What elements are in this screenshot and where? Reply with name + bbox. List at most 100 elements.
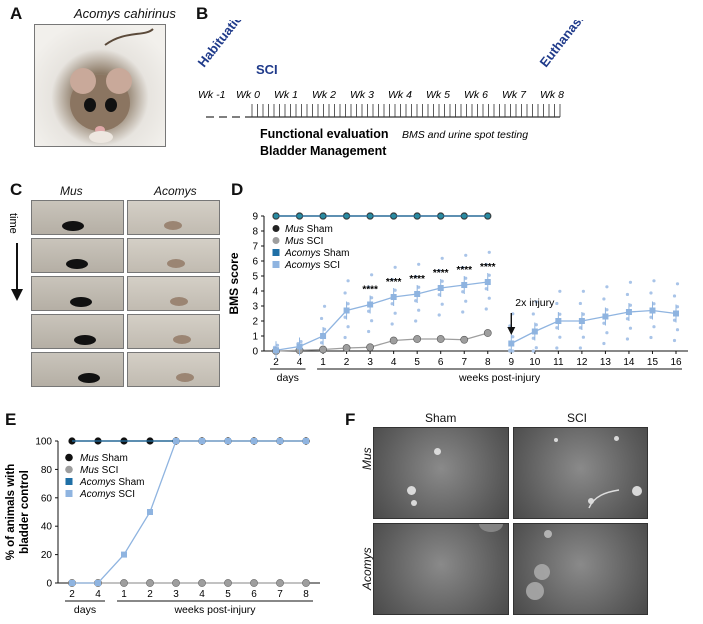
legend-entry: Mus Sham [285,224,333,235]
y-tick-label: 7 [252,242,258,253]
x-tick-label: 3 [367,357,373,368]
mus-animal [74,335,96,345]
time-label: time [7,213,19,234]
acomys-sci-point [147,509,153,515]
acomys-sci-point [296,343,303,350]
week-label: Wk 2 [312,89,336,101]
significance-marker: **** [386,277,402,288]
acomys-sci-point [251,438,257,444]
acomys-sci-point [437,285,444,291]
acomys-sci-dot [511,312,515,316]
weeks-label: weeks post-injury [458,372,541,384]
acomys-sci-dot [275,343,280,347]
y-tick-label: 8 [252,227,258,238]
acomys-sci-dot [578,346,582,350]
acomys-sci-point [273,347,279,354]
acomys-sci-point [461,282,468,288]
acomys-sci-point [303,438,309,444]
acomys-sci-dot [414,299,418,303]
acomys-sci-dot [299,339,303,344]
panel-a-label: A [10,4,23,23]
acomys-sci-dot [322,304,327,308]
y-tick-label: 100 [35,437,52,448]
acomys-animal [173,335,191,344]
acomys-sci-dot [461,265,465,270]
panel-a-title: Acomys cahirinus [74,6,176,21]
mus-sci-line [275,332,488,352]
acomys-sci-dot [649,315,653,319]
acomys-sham-point [320,213,326,219]
acomys-sci-dot [464,253,468,257]
injury-arrow-head [507,327,516,335]
col-sci-label: SCI [567,411,588,425]
acomys-sci-point [320,333,327,339]
legend-marker [65,490,73,497]
acomys-sci-dot [461,310,465,314]
mus-sci-point [276,579,284,587]
significance-marker: **** [480,262,496,273]
acomys-sci-line [275,281,488,351]
mus-animal [62,221,84,231]
acomys-sci-dot [343,315,347,319]
acomys-sci-dot [343,335,347,340]
acomys-frame [127,276,220,311]
acomys-sci-dot [484,262,488,267]
acomys-sci-dot [558,335,562,339]
acomys-sci-dot [581,335,585,339]
acomys-sci-dot [370,296,374,300]
acomys-sci-dot [602,297,606,301]
week-label: Wk 0 [236,89,260,101]
x-tick-label: 1 [320,357,326,368]
acomys-sci-dot [437,313,441,317]
acomys-animal [170,297,188,306]
acomys-sci-dot [649,335,653,340]
acomys-sci-dot [437,293,441,297]
mus-animal [78,373,100,383]
acomys-sci-point [390,294,397,300]
acomys-sci-dot [605,331,609,335]
acomys-sci-dot [511,349,515,353]
acomys-sci-dot [605,308,609,312]
acomys-sci-point [508,340,515,347]
legend-marker [272,225,280,232]
acomys-sci-dot [625,317,630,321]
mus-animal [70,297,92,307]
acomys-sci-line [72,440,306,584]
y-tick-label: 9 [252,212,258,223]
mus-frame [31,200,124,235]
acomys-sci-dot [414,319,418,323]
injury-annotation: 2x injury [515,297,555,309]
x-tick-label: 1 [121,589,127,600]
acomys-sci-point [625,309,632,315]
acomys-sci-dot [652,302,656,306]
acomys-sham-point [461,213,467,219]
acomys-sci-dot [487,273,491,277]
acomys-sci-point [649,307,656,314]
acomys-sci-point [343,307,350,314]
functional-eval-methods: BMS and urine spot testing [402,129,528,141]
acomys-sham-point [273,213,279,219]
acomys-sci-dot [370,273,374,277]
x-tick-label: 6 [438,357,444,368]
row-mus-label: Mus [360,447,374,470]
acomys-sham-point [414,213,420,219]
mus-sci-spot-image [513,427,648,519]
acomys-animal [176,373,194,382]
acomys-sci-dot [440,279,444,283]
mus-sham-spot-image [373,427,509,519]
acomys-sci-dot [367,285,371,289]
mus-sci-point [436,335,445,343]
mus-sci-point [224,579,232,587]
acomys-sci-dot [558,312,562,316]
acomys-sci-dot [555,326,559,330]
x-tick-label: 11 [553,357,564,368]
acomys-sci-dot [578,301,582,306]
x-tick-label: 7 [277,589,283,600]
acomys-sci-dot [370,319,374,323]
acomys-sci-dot [343,291,347,295]
x-tick-label: 3 [173,589,179,600]
acomys-sci-dot [511,335,515,339]
x-tick-label: 5 [225,589,231,600]
acomys-sci-dot [605,285,609,289]
y-tick-label: 60 [41,493,53,504]
